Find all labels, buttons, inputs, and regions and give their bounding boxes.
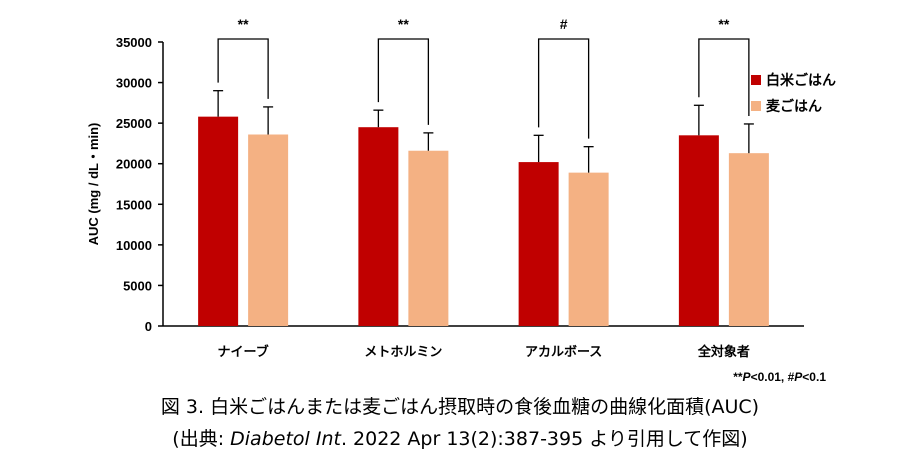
- significance-marker: #: [560, 16, 568, 32]
- significance-bracket: [377, 38, 430, 125]
- x-category-label: ナイーブ: [218, 344, 269, 360]
- bar: [358, 127, 399, 326]
- legend-swatch: [751, 75, 761, 85]
- legend-label: 麦ごはん: [766, 98, 822, 115]
- y-axis-label: AUC (mg / dL・min): [86, 123, 101, 246]
- significance-bracket: [698, 38, 750, 116]
- bar: [408, 150, 449, 326]
- y-tick-label: 5000: [123, 278, 152, 293]
- figure-caption-title: 図 3. 白米ごはんまたは麦ごはん摂取時の食後血糖の曲線化面積(AUC): [160, 396, 760, 418]
- legend-label: 白米ごはん: [766, 72, 836, 89]
- y-tick-label: 30000: [116, 76, 152, 91]
- bar: [678, 135, 719, 326]
- x-category-label: 全対象者: [697, 344, 750, 360]
- y-tick-label: 25000: [116, 116, 152, 131]
- significance-note: **P<0.01, #P<0.1: [733, 370, 826, 384]
- bar: [518, 162, 559, 326]
- y-tick-label: 20000: [116, 157, 152, 172]
- significance-bracket: [537, 38, 590, 139]
- bar: [568, 172, 609, 326]
- x-category-label: アカルボース: [525, 344, 602, 360]
- significance-marker: **: [398, 16, 409, 32]
- x-category-label: メトホルミン: [364, 345, 442, 360]
- legend-swatch: [751, 101, 761, 111]
- y-tick-label: 0: [145, 319, 152, 334]
- y-tick-label: 35000: [116, 35, 152, 50]
- bar: [248, 134, 289, 326]
- y-tick-label: 10000: [116, 238, 152, 253]
- chart: 0 5000 10000 15000 20000 25000 30000 35000 AUC (…: [86, 16, 836, 384]
- significance-marker: **: [718, 16, 729, 32]
- bar: [198, 116, 239, 326]
- figure-caption-source: (出典: Diabetol Int. 2022 Apr 13(2):387-39…: [172, 428, 748, 450]
- significance-bracket: [217, 38, 269, 99]
- significance-marker: **: [238, 16, 249, 32]
- y-tick-label: 15000: [116, 197, 152, 212]
- bar: [728, 153, 769, 326]
